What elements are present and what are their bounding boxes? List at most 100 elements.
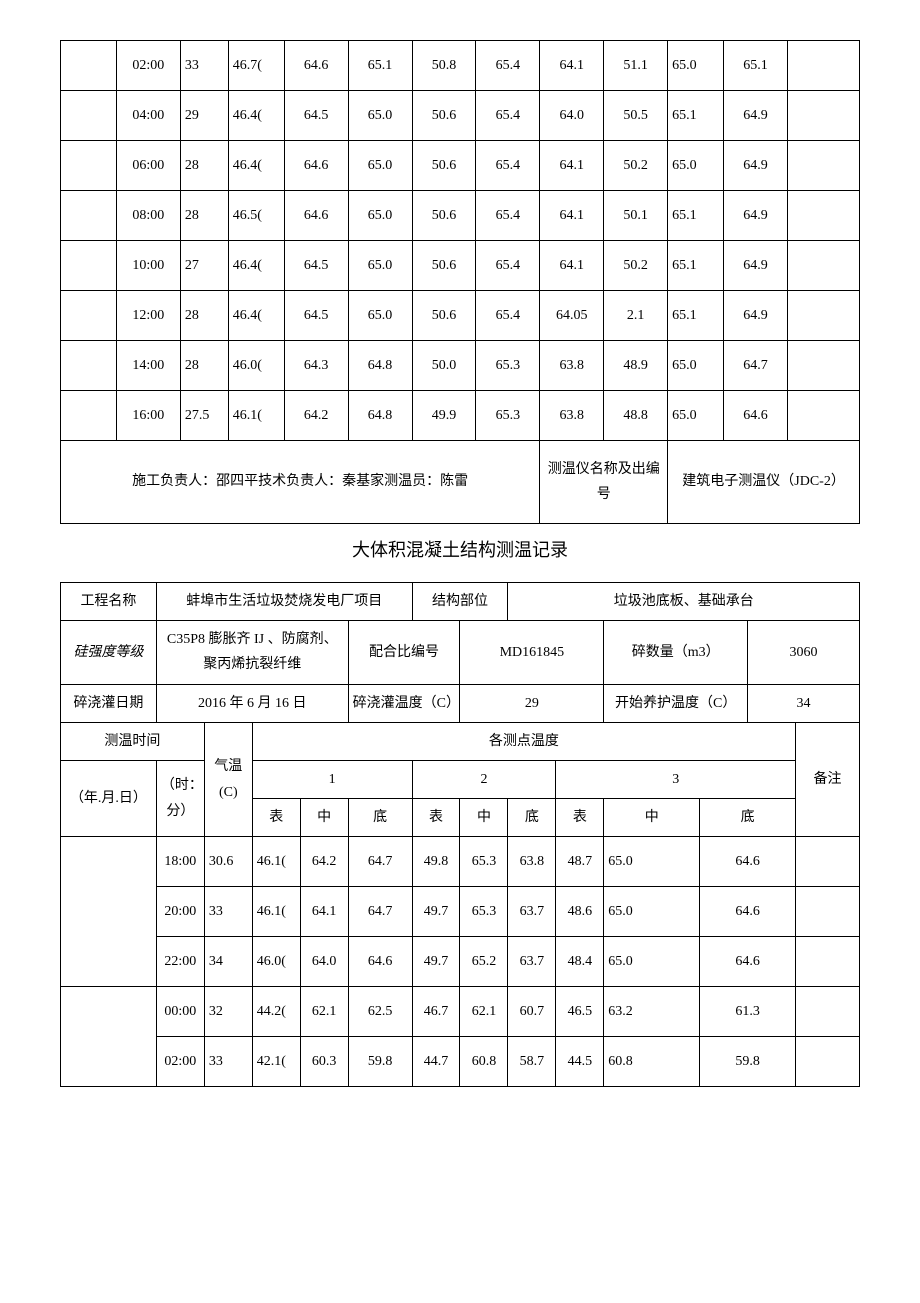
h-bottom-2: 底 — [508, 799, 556, 837]
date-cell — [61, 141, 117, 191]
date-cell — [61, 837, 157, 987]
data-cell: 64.6 — [284, 191, 348, 241]
data-cell: 28 — [180, 141, 228, 191]
h-middle-2: 中 — [460, 799, 508, 837]
data-cell: 63.7 — [508, 887, 556, 937]
data-cell: 27.5 — [180, 391, 228, 441]
project-value: 蚌埠市生活垃圾焚烧发电厂项目 — [156, 583, 412, 621]
data-cell: 64.2 — [300, 837, 348, 887]
data-cell: 64.1 — [300, 887, 348, 937]
remark-cell — [787, 291, 859, 341]
data-cell: 44.7 — [412, 1037, 460, 1087]
part-value: 垃圾池底板、基础承台 — [508, 583, 860, 621]
mix-value: MD161845 — [460, 621, 604, 684]
data-cell: 46.0( — [252, 937, 300, 987]
data-cell: 46.1( — [252, 887, 300, 937]
table-row: 16:0027.546.1(64.264.849.965.363.848.865… — [61, 391, 860, 441]
data-cell: 22:00 — [156, 937, 204, 987]
data-cell: 65.1 — [668, 291, 724, 341]
data-cell: 65.0 — [604, 937, 700, 987]
data-cell: 64.1 — [540, 241, 604, 291]
data-cell: 48.7 — [556, 837, 604, 887]
data-cell: 65.1 — [668, 241, 724, 291]
data-cell: 65.0 — [668, 41, 724, 91]
data-cell: 44.2( — [252, 987, 300, 1037]
qty-value: 3060 — [748, 621, 860, 684]
data-cell: 64.3 — [284, 341, 348, 391]
data-cell: 46.4( — [228, 291, 284, 341]
data-cell: 65.3 — [476, 391, 540, 441]
data-cell: 63.8 — [508, 837, 556, 887]
data-cell: 63.8 — [540, 341, 604, 391]
data-cell: 49.8 — [412, 837, 460, 887]
data-cell: 08:00 — [116, 191, 180, 241]
data-cell: 64.7 — [348, 887, 412, 937]
h-surface-2: 表 — [412, 799, 460, 837]
data-cell: 64.1 — [540, 41, 604, 91]
data-cell: 65.1 — [668, 91, 724, 141]
h-surface-3: 表 — [556, 799, 604, 837]
data-cell: 48.6 — [556, 887, 604, 937]
table-row: 18:0030.646.1(64.264.749.865.363.848.765… — [61, 837, 860, 887]
data-cell: 33 — [180, 41, 228, 91]
data-cell: 64.0 — [300, 937, 348, 987]
data-cell: 64.5 — [284, 241, 348, 291]
data-cell: 65.4 — [476, 291, 540, 341]
pour-date-value: 2016 年 6 月 16 日 — [156, 684, 348, 722]
data-cell: 60.3 — [300, 1037, 348, 1087]
data-cell: 64.9 — [724, 291, 788, 341]
data-cell: 50.8 — [412, 41, 476, 91]
header2-row-2: （年.月.日） （时：分） 1 2 3 — [61, 760, 860, 798]
time-label: 测温时间 — [61, 722, 205, 760]
data-cell: 46.4( — [228, 91, 284, 141]
data-cell: 65.0 — [348, 141, 412, 191]
data-cell: 44.5 — [556, 1037, 604, 1087]
data-cell: 65.3 — [460, 887, 508, 937]
data-cell: 64.8 — [348, 391, 412, 441]
remark-cell — [796, 987, 860, 1037]
device-value-cell: 建筑电子测温仪（JDC-2） — [668, 441, 860, 524]
table-row: 02:003346.7(64.665.150.865.464.151.165.0… — [61, 41, 860, 91]
data-cell: 60.8 — [460, 1037, 508, 1087]
data-cell: 62.1 — [460, 987, 508, 1037]
date-cell — [61, 91, 117, 141]
data-cell: 27 — [180, 241, 228, 291]
header2-row-1: 测温时间 气温(C) 各测点温度 备注 — [61, 722, 860, 760]
data-cell: 65.4 — [476, 191, 540, 241]
data-cell: 58.7 — [508, 1037, 556, 1087]
data-cell: 28 — [180, 291, 228, 341]
data-cell: 46.1( — [252, 837, 300, 887]
data-cell: 49.7 — [412, 887, 460, 937]
data-cell: 29 — [180, 91, 228, 141]
data-cell: 63.2 — [604, 987, 700, 1037]
data-cell: 64.6 — [700, 837, 796, 887]
data-cell: 49.9 — [412, 391, 476, 441]
data-cell: 06:00 — [116, 141, 180, 191]
data-cell: 64.9 — [724, 141, 788, 191]
data-cell: 48.4 — [556, 937, 604, 987]
h-middle-3: 中 — [604, 799, 700, 837]
remark-cell — [787, 91, 859, 141]
table-row: 04:002946.4(64.565.050.665.464.050.565.1… — [61, 91, 860, 141]
data-cell: 48.8 — [604, 391, 668, 441]
data-cell: 49.7 — [412, 937, 460, 987]
data-cell: 20:00 — [156, 887, 204, 937]
date-cell — [61, 291, 117, 341]
data-cell: 64.6 — [284, 41, 348, 91]
data-cell: 64.05 — [540, 291, 604, 341]
temperature-table-1: 02:003346.7(64.665.150.865.464.151.165.0… — [60, 40, 860, 524]
date-cell — [61, 41, 117, 91]
data-cell: 50.5 — [604, 91, 668, 141]
data-cell: 64.6 — [724, 391, 788, 441]
data-cell: 64.6 — [700, 887, 796, 937]
data-cell: 28 — [180, 191, 228, 241]
data-cell: 50.6 — [412, 91, 476, 141]
h-bottom-1: 底 — [348, 799, 412, 837]
data-cell: 65.0 — [348, 291, 412, 341]
data-cell: 16:00 — [116, 391, 180, 441]
data-cell: 59.8 — [700, 1037, 796, 1087]
remark-cell — [787, 41, 859, 91]
data-cell: 28 — [180, 341, 228, 391]
data-cell: 62.1 — [300, 987, 348, 1037]
data-cell: 65.1 — [724, 41, 788, 91]
